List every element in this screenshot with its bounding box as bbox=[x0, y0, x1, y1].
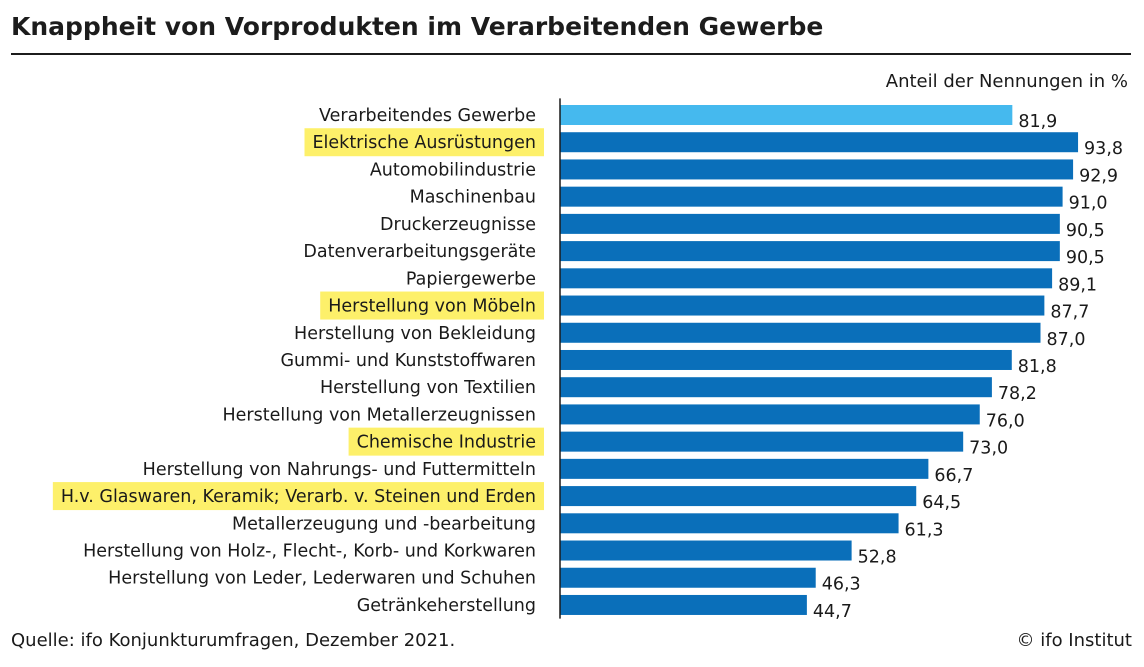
bar-chart: Verarbeitendes Gewerbe 81,9 Elektrische Au… bbox=[52, 98, 1123, 622]
category-label: Herstellung von Holz-, Flecht-, Korb- un… bbox=[83, 542, 536, 562]
category-label: Elektrische Ausrüstungen bbox=[313, 133, 537, 153]
category-label: Metallerzeugung und -bearbeitung bbox=[232, 514, 536, 534]
category-label: Getränkeherstellung bbox=[357, 596, 536, 616]
category-highlight bbox=[304, 128, 544, 157]
value-label: 64,5 bbox=[922, 493, 961, 513]
bar bbox=[560, 431, 964, 452]
bar bbox=[560, 567, 816, 588]
unit-label: Anteil der Nennungen in % bbox=[885, 71, 1128, 92]
value-label: 87,0 bbox=[1047, 330, 1086, 350]
category-label: Herstellung von Metallerzeugnissen bbox=[223, 405, 537, 425]
bar-total bbox=[560, 105, 1013, 125]
chart-title: Knappheit von Vorprodukten im Verarbeite… bbox=[11, 12, 824, 41]
category-label: Herstellung von Möbeln bbox=[328, 297, 536, 317]
category-highlight bbox=[52, 482, 544, 511]
value-label: 91,0 bbox=[1069, 194, 1108, 214]
category-label: Automobilindustrie bbox=[370, 160, 536, 180]
category-label: Chemische Industrie bbox=[357, 433, 536, 453]
bar bbox=[560, 132, 1079, 153]
category-label: Herstellung von Nahrungs- und Futtermitt… bbox=[143, 460, 536, 480]
value-label: 66,7 bbox=[934, 466, 973, 486]
bar bbox=[560, 513, 899, 534]
bar bbox=[560, 268, 1053, 289]
title-divider bbox=[11, 53, 1131, 55]
value-label: 90,5 bbox=[1066, 248, 1105, 268]
value-label: 81,8 bbox=[1018, 357, 1057, 377]
copyright-note: © ifo Institut bbox=[1016, 630, 1132, 651]
value-label: 73,0 bbox=[969, 439, 1008, 459]
value-label: 46,3 bbox=[822, 575, 861, 595]
bar bbox=[560, 458, 929, 479]
value-label: 90,5 bbox=[1066, 221, 1105, 241]
category-label: Gummi- und Kunststoffwaren bbox=[280, 351, 536, 371]
bar bbox=[560, 594, 807, 615]
category-label: Datenverarbeitungsgeräte bbox=[303, 242, 536, 262]
category-label: Maschinenbau bbox=[410, 188, 536, 208]
category-highlight bbox=[320, 291, 544, 320]
value-label: 78,2 bbox=[998, 384, 1037, 404]
category-label: Herstellung von Leder, Lederwaren und Sc… bbox=[108, 569, 536, 589]
value-label: 89,1 bbox=[1058, 275, 1097, 295]
bar bbox=[560, 186, 1063, 207]
value-label: 52,8 bbox=[858, 548, 897, 568]
bar bbox=[560, 349, 1012, 370]
bar bbox=[560, 241, 1060, 262]
bar bbox=[560, 540, 852, 561]
category-highlight bbox=[348, 427, 544, 456]
category-label: Druckerzeugnisse bbox=[380, 215, 536, 235]
bar bbox=[560, 404, 980, 425]
value-label: 92,9 bbox=[1079, 166, 1118, 186]
bar bbox=[560, 213, 1060, 234]
source-note: Quelle: ifo Konjunkturumfragen, Dezember… bbox=[11, 630, 456, 651]
value-label: 61,3 bbox=[905, 520, 944, 540]
value-label: 93,8 bbox=[1084, 139, 1123, 159]
bar bbox=[560, 377, 992, 398]
value-label: 87,7 bbox=[1050, 303, 1089, 323]
bar bbox=[560, 322, 1041, 343]
category-label: Herstellung von Bekleidung bbox=[294, 324, 536, 344]
value-label: 44,7 bbox=[813, 602, 852, 622]
bar bbox=[560, 295, 1045, 316]
value-label: 81,9 bbox=[1018, 112, 1057, 132]
category-label: Herstellung von Textilien bbox=[320, 378, 536, 398]
bar bbox=[560, 159, 1074, 180]
category-label: Papiergewerbe bbox=[406, 269, 536, 289]
category-label: H.v. Glaswaren, Keramik; Verarb. v. Stei… bbox=[61, 487, 536, 507]
category-label: Verarbeitendes Gewerbe bbox=[319, 106, 536, 126]
bar bbox=[560, 486, 917, 507]
value-label: 76,0 bbox=[986, 411, 1025, 431]
